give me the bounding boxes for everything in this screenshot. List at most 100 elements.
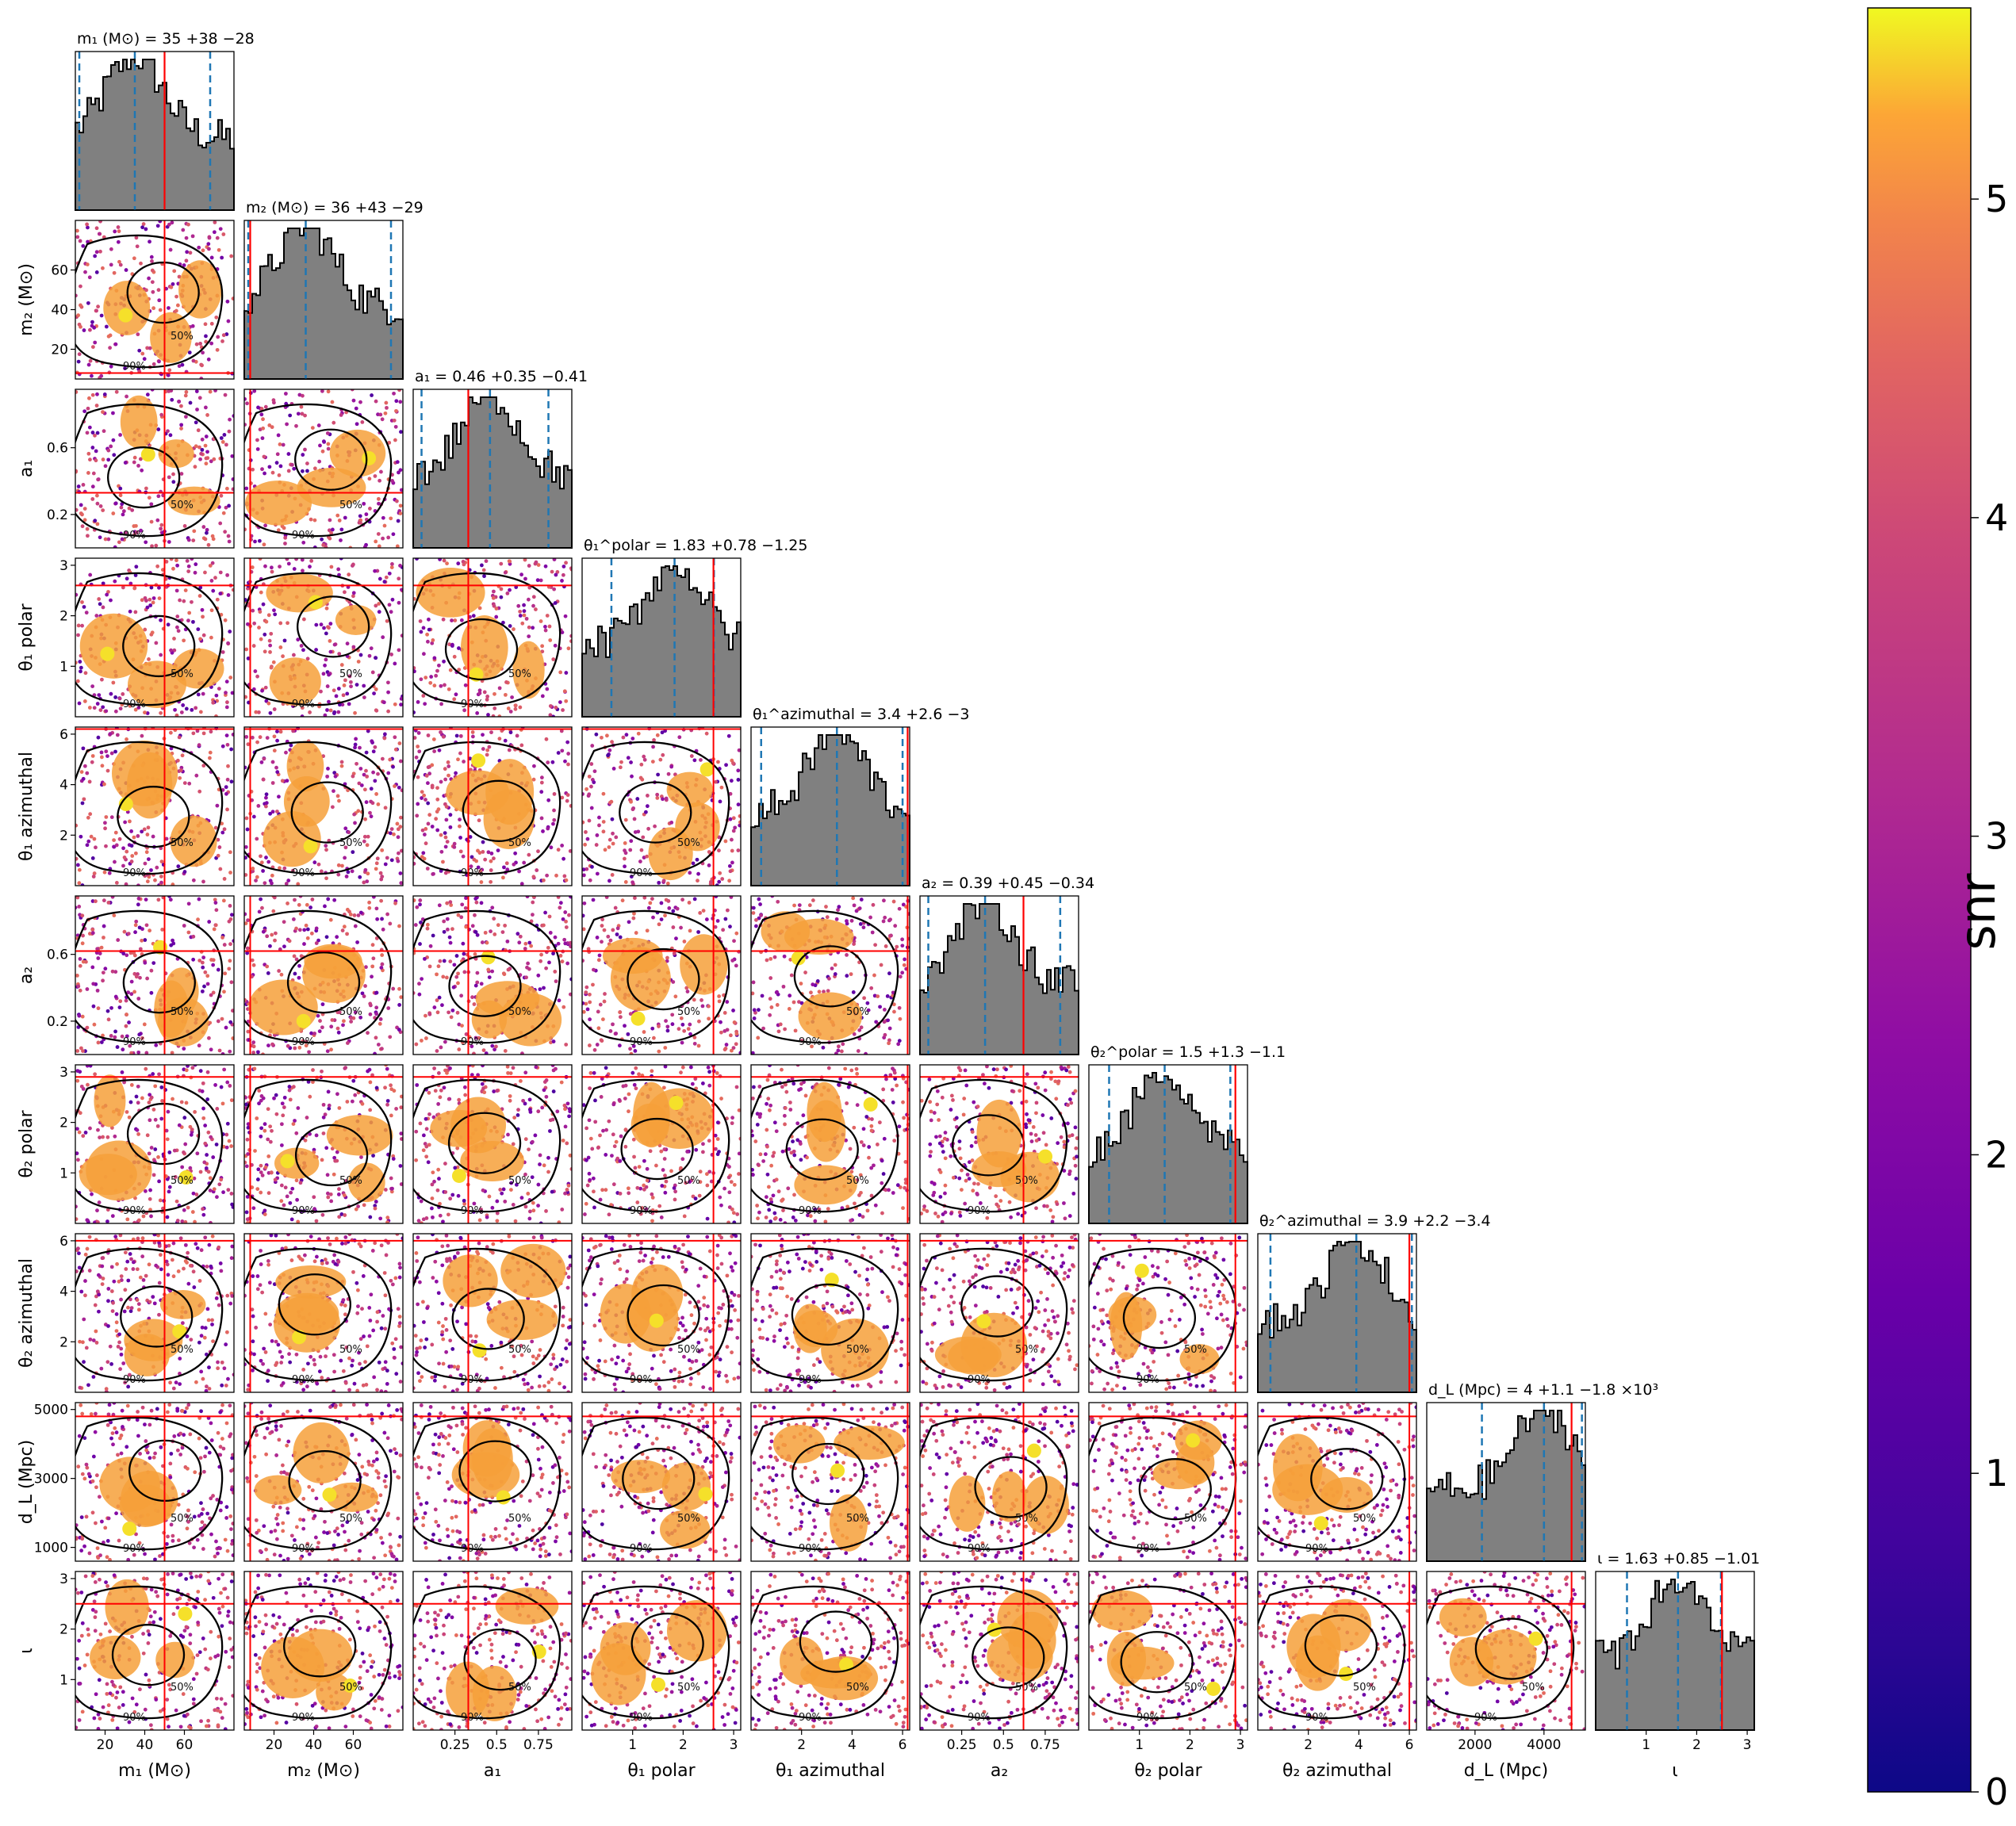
scatter-point — [159, 875, 163, 879]
scatter-point — [439, 683, 443, 688]
scatter-point — [189, 1132, 194, 1137]
scatter-point — [416, 775, 420, 779]
scatter-point — [590, 744, 595, 748]
scatter-point — [325, 708, 329, 712]
scatter-point — [79, 303, 82, 308]
scatter-point — [273, 938, 277, 943]
y-tick-label: 2 — [59, 828, 68, 844]
scatter-point — [861, 925, 866, 930]
scatter-point — [102, 924, 106, 928]
scatter-point — [314, 1219, 319, 1223]
scatter-point — [80, 623, 84, 628]
scatter-point — [118, 262, 123, 267]
scatter-point — [209, 608, 214, 613]
scatter-point — [246, 1125, 251, 1130]
scatter-point — [362, 1203, 366, 1208]
scatter-point — [123, 461, 128, 465]
scatter-point — [656, 772, 661, 777]
scatter-point — [263, 1122, 267, 1127]
density-region — [348, 1162, 385, 1203]
scatter-point — [556, 896, 561, 899]
scatter-point — [646, 794, 650, 798]
scatter-point — [87, 779, 92, 784]
scatter-point — [302, 942, 306, 946]
scatter-point — [165, 1137, 170, 1142]
scatter-point — [186, 538, 191, 542]
scatter-point — [731, 1009, 735, 1013]
scatter-point — [582, 927, 586, 932]
scatter-point — [715, 883, 719, 886]
scatter-point — [259, 407, 264, 411]
scatter-point — [531, 913, 535, 917]
scatter-point — [457, 668, 462, 672]
scatter-point — [441, 974, 446, 979]
scatter-point — [422, 793, 427, 798]
scatter-point — [362, 772, 366, 777]
scatter-point — [79, 665, 83, 670]
scatter-point — [282, 1203, 286, 1208]
scatter-point — [369, 799, 374, 804]
scatter-point — [216, 853, 220, 858]
scatter-point — [415, 558, 419, 561]
scatter-point — [513, 851, 518, 856]
scatter-point — [538, 987, 542, 992]
panel-a1-vs-m2: 50%90% — [243, 389, 404, 549]
scatter-point — [314, 1133, 319, 1138]
scatter-point — [171, 938, 174, 943]
scatter-point — [226, 319, 231, 323]
scatter-point — [351, 645, 356, 649]
scatter-point — [729, 896, 734, 899]
scatter-point — [560, 1208, 565, 1212]
scatter-point — [751, 980, 756, 985]
scatter-point — [201, 1116, 206, 1120]
scatter-point — [837, 905, 841, 909]
scatter-point — [418, 902, 422, 907]
scatter-point — [329, 1024, 334, 1029]
scatter-point — [266, 1154, 271, 1158]
scatter-point — [553, 935, 558, 940]
scatter-point — [841, 1042, 845, 1047]
scatter-point — [144, 1051, 149, 1055]
scatter-points: 50%90% — [413, 1065, 572, 1223]
scatter-point — [215, 235, 220, 240]
scatter-point — [799, 982, 803, 986]
scatter-point — [587, 1043, 592, 1047]
scatter-point — [370, 393, 374, 397]
scatter-point — [399, 1182, 403, 1186]
scatter-point — [309, 558, 314, 563]
scatter-point — [729, 779, 734, 783]
scatter-point — [205, 530, 209, 535]
scatter-point — [859, 1025, 864, 1030]
scatter-point — [442, 929, 447, 934]
scatter-point — [223, 618, 228, 622]
panel-title-theta1_azimuthal: θ₁^azimuthal = 3.4 +2.6 −3 — [753, 706, 969, 723]
scatter-point — [505, 867, 510, 872]
scatter-point — [285, 558, 289, 561]
scatter-point — [836, 1044, 841, 1049]
scatter-point — [100, 764, 105, 768]
scatter-point — [424, 841, 428, 846]
scatter-point — [257, 538, 262, 543]
scatter-point — [231, 1036, 234, 1040]
scatter-point — [102, 392, 107, 396]
scatter-point — [522, 860, 527, 865]
panel-title-m2: m₂ (M⊙) = 36 +43 −29 — [246, 199, 424, 216]
scatter-point — [546, 945, 550, 950]
scatter-point — [252, 621, 257, 626]
scatter-point — [836, 1048, 841, 1053]
scatter-point — [94, 614, 99, 618]
scatter-point — [209, 459, 213, 464]
scatter-point — [525, 965, 529, 970]
scatter-point — [332, 688, 336, 693]
scatter-point — [109, 262, 113, 267]
scatter-point — [185, 559, 190, 563]
scatter-point — [170, 397, 174, 402]
scatter-point — [484, 559, 489, 564]
density-region — [178, 260, 222, 319]
scatter-point — [354, 406, 358, 411]
scatter-point — [209, 1047, 213, 1052]
scatter-point — [266, 701, 271, 706]
scatter-point — [75, 1078, 80, 1083]
scatter-point — [289, 743, 293, 748]
scatter-point — [399, 430, 403, 434]
